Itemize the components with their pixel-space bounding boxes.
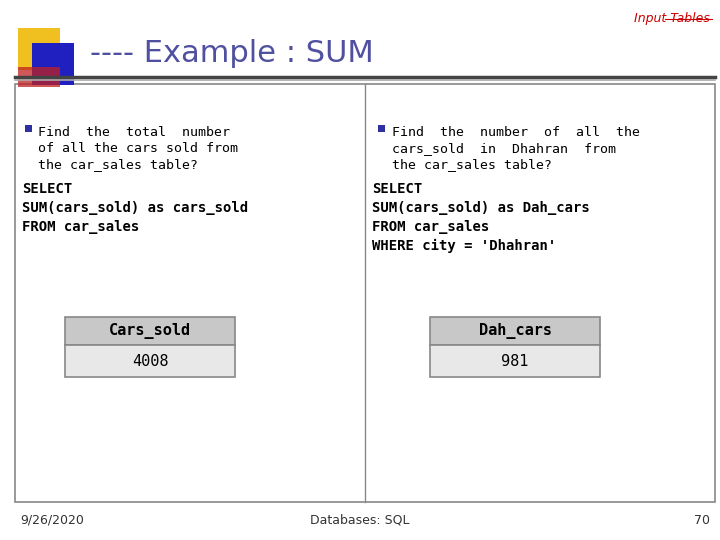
Text: the car_sales table?: the car_sales table? [392, 158, 552, 171]
Text: SELECT: SELECT [22, 182, 72, 196]
Text: Databases: SQL: Databases: SQL [310, 514, 410, 526]
Text: 9/26/2020: 9/26/2020 [20, 514, 84, 526]
Text: SUM(cars_sold) as Dah_cars: SUM(cars_sold) as Dah_cars [372, 201, 590, 215]
FancyBboxPatch shape [32, 43, 74, 85]
Text: FROM car_sales: FROM car_sales [22, 220, 139, 234]
FancyBboxPatch shape [18, 28, 60, 70]
Text: cars_sold  in  Dhahran  from: cars_sold in Dhahran from [392, 142, 616, 155]
FancyBboxPatch shape [430, 317, 600, 345]
FancyBboxPatch shape [430, 345, 600, 377]
Text: 70: 70 [694, 514, 710, 526]
FancyBboxPatch shape [65, 345, 235, 377]
Text: the car_sales table?: the car_sales table? [38, 158, 198, 171]
FancyBboxPatch shape [18, 67, 60, 87]
Text: 4008: 4008 [132, 354, 168, 368]
FancyBboxPatch shape [378, 125, 385, 132]
Text: ---- Example : SUM: ---- Example : SUM [90, 38, 374, 68]
Text: WHERE city = 'Dhahran': WHERE city = 'Dhahran' [372, 239, 557, 253]
Text: of all the cars sold from: of all the cars sold from [38, 142, 238, 155]
FancyBboxPatch shape [15, 84, 715, 502]
Text: SUM(cars_sold) as cars_sold: SUM(cars_sold) as cars_sold [22, 201, 248, 215]
Text: SELECT: SELECT [372, 182, 422, 196]
Text: Dah_cars: Dah_cars [479, 323, 552, 339]
Text: FROM car_sales: FROM car_sales [372, 220, 490, 234]
Text: Find  the  number  of  all  the: Find the number of all the [392, 126, 640, 139]
FancyBboxPatch shape [65, 317, 235, 345]
Text: 981: 981 [501, 354, 528, 368]
Text: Find  the  total  number: Find the total number [38, 126, 230, 139]
Text: Input Tables: Input Tables [634, 12, 710, 25]
Text: Cars_sold: Cars_sold [109, 323, 191, 339]
FancyBboxPatch shape [25, 125, 32, 132]
